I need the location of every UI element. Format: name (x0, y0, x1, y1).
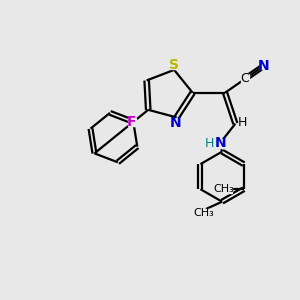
Text: N: N (215, 136, 226, 150)
Bar (260, 62, 268, 70)
Text: H: H (238, 116, 247, 129)
Text: C: C (240, 71, 249, 85)
Bar (239, 119, 247, 126)
Text: S: S (169, 58, 179, 72)
Bar (216, 185, 232, 193)
Text: N: N (169, 116, 181, 130)
Text: CH₃: CH₃ (193, 208, 214, 218)
Bar (241, 74, 249, 82)
Text: CH₃: CH₃ (213, 184, 234, 194)
Bar (170, 61, 178, 69)
Text: F: F (127, 115, 136, 129)
Text: H: H (205, 136, 214, 150)
Bar (208, 139, 224, 148)
Text: N: N (258, 59, 270, 73)
Bar (128, 118, 136, 126)
Bar (171, 118, 180, 127)
Bar (196, 209, 212, 217)
